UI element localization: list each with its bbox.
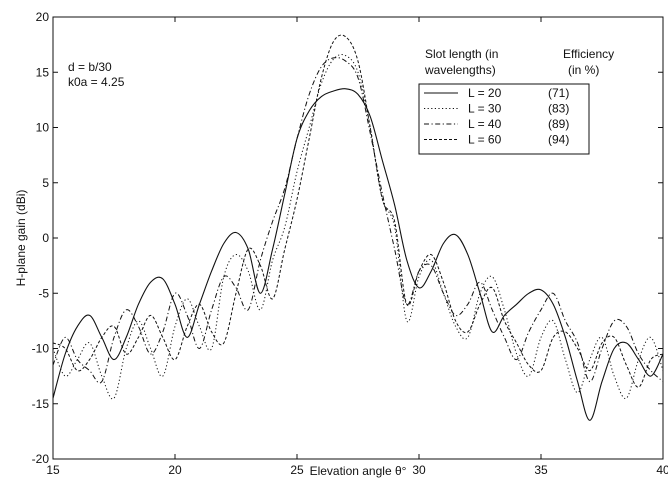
- series-line-3: [52, 57, 664, 384]
- legend-efficiency-1: (71): [548, 86, 569, 100]
- y-tick-label: -10: [32, 342, 50, 356]
- axis-ticks: 15 20 25 30 35 40 -20 -15 -10 -5 0 5 10 15 20: [32, 10, 668, 477]
- y-axis-label: H-plane gain (dBi): [14, 190, 28, 287]
- series-group: [52, 34, 664, 421]
- legend-label-2: L = 30: [468, 102, 502, 116]
- legend-efficiency-4: (94): [548, 133, 569, 147]
- x-tick-label: 20: [168, 463, 182, 477]
- series-line-4: [52, 34, 664, 388]
- series-line-2: [52, 54, 664, 400]
- legend-efficiency-3: (89): [548, 117, 569, 131]
- y-tick-label: 10: [36, 121, 50, 135]
- x-tick-label: 35: [534, 463, 548, 477]
- y-tick-label: 0: [42, 231, 49, 245]
- y-tick-label: -15: [32, 397, 50, 411]
- y-tick-label: 5: [42, 176, 49, 190]
- legend-header-slot-1: Slot length (in: [425, 47, 498, 61]
- legend-label-4: L = 60: [468, 133, 502, 147]
- x-axis-label: Elevation angle θ°: [310, 464, 407, 478]
- legend-header-slot-2: wavelengths): [424, 63, 496, 77]
- series-line-1: [52, 88, 664, 421]
- y-tick-label: 20: [36, 10, 50, 24]
- legend-header-eff-2: (in %): [568, 63, 599, 77]
- plot-frame: [52, 16, 664, 460]
- legend-label-3: L = 40: [468, 117, 502, 131]
- y-tick-label: -20: [32, 452, 50, 466]
- legend-label-1: L = 20: [468, 86, 502, 100]
- legend-rows: L = 20 (71) L = 30 (83) L = 40 (89) L = 60 (94): [424, 86, 569, 147]
- legend: Slot length (in wavelengths) Efficiency …: [418, 47, 614, 155]
- x-tick-label: 30: [412, 463, 426, 477]
- legend-efficiency-2: (83): [548, 102, 569, 116]
- x-tick-label: 25: [290, 463, 304, 477]
- legend-box: [418, 83, 590, 155]
- y-tick-label: -5: [38, 286, 49, 300]
- x-tick-label: 40: [656, 463, 668, 477]
- annotation-k0a: k0a = 4.25: [68, 75, 125, 89]
- legend-header-eff-1: Efficiency: [563, 47, 614, 61]
- y-tick-label: 15: [36, 65, 50, 79]
- annotation-d: d = b/30: [68, 60, 112, 74]
- x-tick-label: 15: [46, 463, 60, 477]
